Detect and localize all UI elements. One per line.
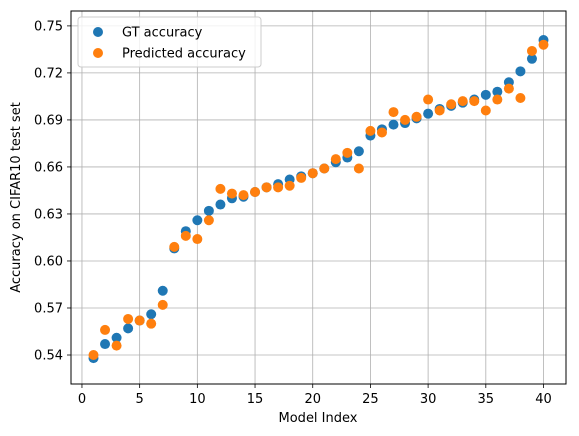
data-point <box>538 39 549 50</box>
data-point <box>203 215 214 226</box>
data-point <box>342 147 353 158</box>
data-point <box>296 172 307 183</box>
data-point <box>146 318 157 329</box>
y-tick-label: 0.54 <box>34 349 63 364</box>
data-point <box>515 92 526 103</box>
data-point <box>526 45 537 56</box>
data-point <box>238 190 249 201</box>
x-axis: 0 5 10 15 20 25 30 35 40 <box>78 384 552 407</box>
x-tick-label: 40 <box>535 392 552 407</box>
data-point <box>457 96 468 107</box>
data-point <box>192 234 203 245</box>
data-point <box>100 339 111 350</box>
y-tick-label: 0.72 <box>34 66 63 81</box>
data-point <box>492 86 503 97</box>
data-point <box>319 163 330 174</box>
data-point <box>123 323 134 334</box>
y-axis: 0.54 0.57 0.60 0.63 0.66 0.69 0.72 0.75 <box>34 19 71 364</box>
data-point <box>192 215 203 226</box>
data-point <box>261 182 272 193</box>
data-point <box>400 114 411 125</box>
data-point <box>423 94 434 105</box>
data-point <box>388 107 399 118</box>
x-tick-label: 15 <box>247 392 264 407</box>
data-point <box>123 313 134 324</box>
x-tick-label: 10 <box>189 392 206 407</box>
data-point <box>284 180 295 191</box>
data-point <box>111 332 122 343</box>
data-point <box>492 94 503 105</box>
grid <box>71 11 566 384</box>
x-tick-label: 5 <box>136 392 144 407</box>
data-point <box>226 188 237 199</box>
data-point <box>157 285 168 296</box>
data-point <box>134 315 145 326</box>
y-axis-label: Accuracy on CIFAR10 test set <box>9 102 24 293</box>
data-point <box>111 340 122 351</box>
data-point <box>423 108 434 119</box>
legend: GT accuracy Predicted accuracy <box>77 16 262 68</box>
legend-marker-predicted-accuracy <box>93 48 103 58</box>
data-point <box>100 324 111 335</box>
data-point <box>365 125 376 136</box>
data-point <box>88 350 99 361</box>
x-tick-label: 35 <box>478 392 495 407</box>
data-point <box>146 309 157 320</box>
data-point <box>376 127 387 138</box>
data-point <box>215 199 226 210</box>
data-points <box>88 34 549 364</box>
data-point <box>411 111 422 122</box>
data-point <box>469 96 480 107</box>
data-point <box>330 154 341 165</box>
x-tick-label: 25 <box>362 392 379 407</box>
legend-box <box>77 16 262 68</box>
data-point <box>434 105 445 116</box>
data-point <box>203 205 214 216</box>
data-point <box>307 168 318 179</box>
data-point <box>526 53 537 64</box>
y-tick-label: 0.60 <box>34 254 63 269</box>
data-point <box>169 241 180 252</box>
data-point <box>353 146 364 157</box>
data-point <box>388 119 399 130</box>
y-tick-label: 0.63 <box>34 207 63 222</box>
legend-label-predicted-accuracy: Predicted accuracy <box>122 47 246 62</box>
legend-label-gt-accuracy: GT accuracy <box>122 26 203 41</box>
data-point <box>180 230 191 241</box>
data-point <box>353 163 364 174</box>
data-point <box>215 183 226 194</box>
data-point <box>480 105 491 116</box>
x-tick-label: 30 <box>420 392 437 407</box>
x-axis-label: Model Index <box>279 411 358 426</box>
data-point <box>480 89 491 100</box>
y-tick-label: 0.69 <box>34 113 63 128</box>
legend-marker-gt-accuracy <box>93 27 103 37</box>
data-point <box>250 187 261 198</box>
data-point <box>503 83 514 94</box>
plot-frame <box>70 10 567 385</box>
x-tick-label: 0 <box>78 392 86 407</box>
x-tick-label: 20 <box>304 392 321 407</box>
data-point <box>157 299 168 310</box>
series-predicted-accuracy <box>88 39 549 361</box>
y-tick-label: 0.75 <box>34 19 63 34</box>
data-point <box>273 182 284 193</box>
data-point <box>446 99 457 110</box>
y-tick-label: 0.57 <box>34 301 63 316</box>
y-tick-label: 0.66 <box>34 160 63 175</box>
data-point <box>515 66 526 77</box>
